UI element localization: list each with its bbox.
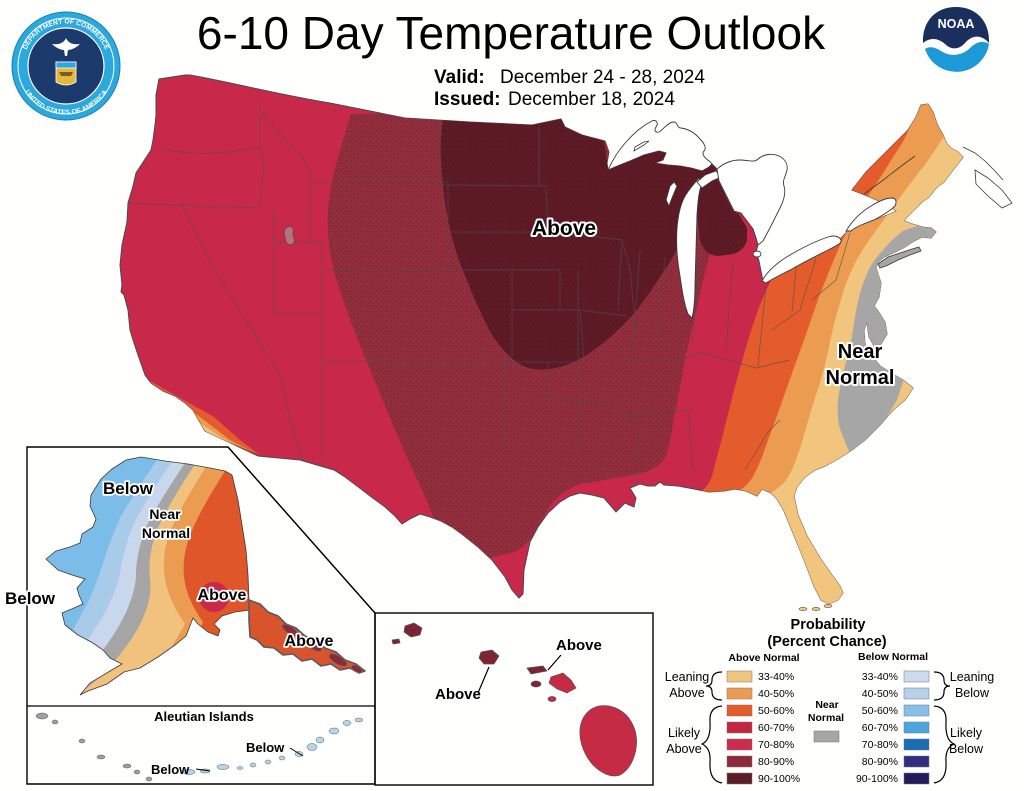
svg-text:60-70%: 60-70% [862,722,898,734]
svg-text:Above: Above [285,633,334,650]
svg-text:33-40%: 33-40% [862,671,898,683]
svg-text:Below Normal: Below Normal [858,651,928,663]
svg-text:Below: Below [949,742,984,756]
svg-text:80-90%: 80-90% [758,756,794,768]
svg-text:Above: Above [198,587,247,604]
svg-text:Leaning: Leaning [950,670,995,684]
svg-text:Below: Below [103,479,154,498]
svg-text:Near: Near [149,506,181,522]
svg-text:Near: Near [815,699,838,711]
svg-text:Probability: Probability [791,617,866,633]
svg-text:Normal: Normal [808,712,844,724]
svg-text:Above: Above [435,686,481,703]
svg-text:Leaning: Leaning [665,670,710,684]
svg-text:Valid:: Valid: [434,67,485,88]
svg-text:Below: Below [246,740,285,755]
svg-text:70-80%: 70-80% [862,739,898,751]
svg-text:40-50%: 40-50% [862,688,898,700]
svg-text:33-40%: 33-40% [758,671,794,683]
svg-text:Aleutian Islands: Aleutian Islands [154,709,254,724]
svg-text:Normal: Normal [142,525,190,541]
svg-text:6-10 Day Temperature Outlook: 6-10 Day Temperature Outlook [197,7,826,59]
svg-text:December 24 - 28, 2024: December 24 - 28, 2024 [500,67,705,88]
svg-text:Below: Below [955,686,990,700]
svg-text:Above: Above [666,742,701,756]
svg-text:December 18, 2024: December 18, 2024 [508,89,675,110]
svg-text:Above: Above [669,686,704,700]
svg-text:Likely: Likely [950,726,983,740]
svg-text:Normal: Normal [826,367,895,389]
svg-text:50-60%: 50-60% [862,705,898,717]
svg-text:40-50%: 40-50% [758,688,794,700]
svg-text:90-100%: 90-100% [758,773,800,785]
svg-text:(Percent Chance): (Percent Chance) [767,634,886,650]
svg-text:70-80%: 70-80% [758,739,794,751]
svg-text:Likely: Likely [668,726,701,740]
svg-text:50-60%: 50-60% [758,705,794,717]
svg-text:Below: Below [151,762,190,777]
svg-text:80-90%: 80-90% [862,756,898,768]
svg-text:NOAA: NOAA [938,17,975,31]
svg-text:Above: Above [532,217,596,240]
svg-text:90-100%: 90-100% [856,773,898,785]
svg-text:Above: Above [556,637,602,654]
svg-text:Below: Below [5,589,56,608]
svg-text:60-70%: 60-70% [758,722,794,734]
svg-text:Above Normal: Above Normal [728,652,799,664]
svg-text:Issued:: Issued: [434,89,501,110]
svg-text:Near: Near [838,341,883,363]
